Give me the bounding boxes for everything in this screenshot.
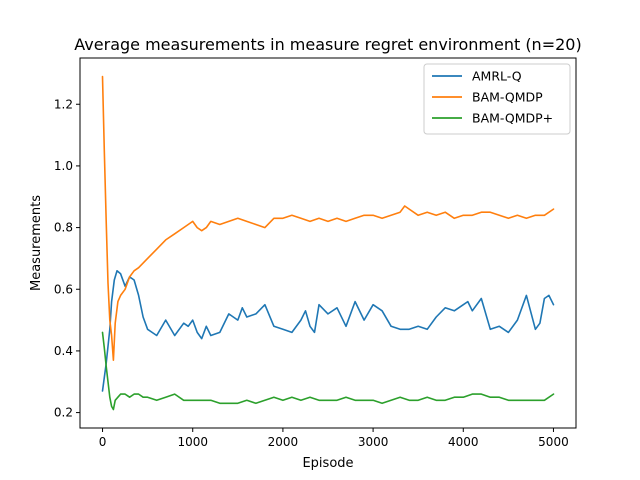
x-tick-label: 2000	[268, 435, 299, 449]
legend-entries: AMRL-Q BAM-QMDP BAM-QMDP+	[432, 69, 553, 126]
y-tick-label: 0.8	[54, 221, 73, 235]
x-tick-label: 3000	[358, 435, 389, 449]
x-axis-ticks: 0 1000 2000 3000 4000 5000	[99, 428, 569, 449]
legend-label-3: BAM-QMDP+	[472, 111, 553, 126]
plot-series	[101, 75, 555, 411]
y-tick-label: 1.0	[54, 159, 73, 173]
plot-frame	[79, 57, 577, 429]
y-tick-label: 0.4	[54, 344, 73, 358]
y-tick-label: 0.6	[54, 282, 73, 296]
x-tick-label: 5000	[538, 435, 569, 449]
series-line-3	[101, 331, 555, 411]
chart-title: Average measurements in measure regret e…	[74, 35, 581, 54]
y-axis-label: Measurements	[29, 195, 44, 291]
series-line-2	[101, 75, 555, 362]
x-tick-label: 4000	[448, 435, 479, 449]
y-tick-label: 0.2	[54, 406, 73, 420]
series-line-1	[101, 269, 555, 392]
x-tick-label: 1000	[177, 435, 208, 449]
x-tick-label: 0	[99, 435, 107, 449]
y-axis-ticks: 0.2 0.4 0.6 0.8 1.0 1.2	[54, 97, 80, 420]
legend-label-2: BAM-QMDP	[472, 90, 543, 105]
y-tick-label: 1.2	[54, 97, 73, 111]
legend-box	[423, 63, 571, 135]
legend-label-1: AMRL-Q	[472, 69, 522, 84]
x-axis-label: Episode	[302, 456, 353, 471]
legend: AMRL-Q BAM-QMDP BAM-QMDP+	[423, 63, 571, 135]
